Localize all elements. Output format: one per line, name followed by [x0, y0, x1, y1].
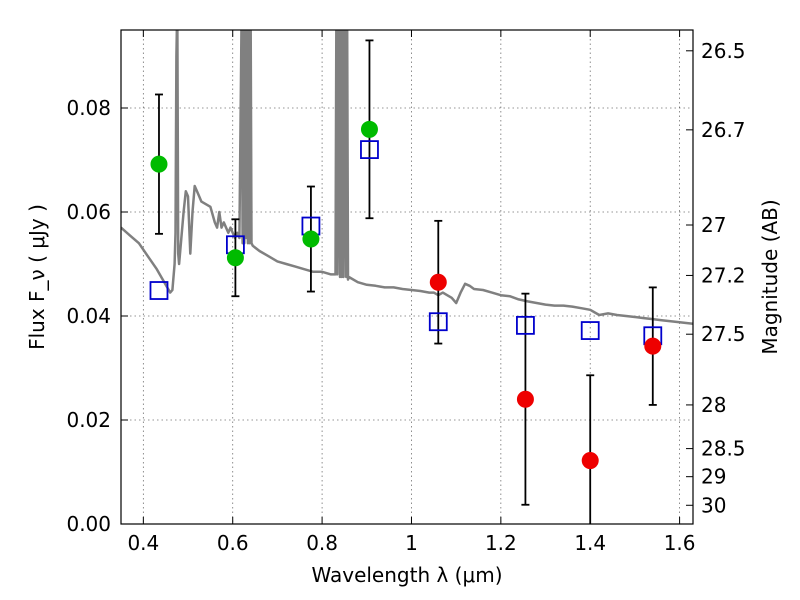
model-spectrum: [121, 30, 693, 326]
plot-frame: [120, 29, 694, 525]
right-tick-label: 27.5: [701, 322, 746, 346]
x-tick-label: 1.6: [664, 531, 696, 555]
x-tick-label: 0.8: [306, 531, 338, 555]
model-square: [360, 140, 379, 160]
x-tick-label: 1: [405, 531, 418, 555]
right-tick-label: 26.7: [701, 118, 746, 142]
model-square: [149, 281, 169, 300]
y-tick-label: 0.06: [66, 200, 111, 224]
y-tick-label: 0.08: [66, 96, 111, 120]
model-square: [516, 315, 535, 335]
right-axis-ticks: 26.5 26.7 27 27.2 27.5 28 28.5 29 30: [686, 39, 746, 517]
right-tick-label: 28: [701, 393, 726, 417]
x-tick-label: 0.4: [127, 531, 159, 555]
y-tick-label: 0.02: [66, 408, 111, 432]
x-tick-label: 1.2: [485, 531, 517, 555]
detection-point: [644, 337, 662, 355]
y-tick-label: 0.00: [66, 512, 111, 536]
detection-point: [302, 230, 320, 248]
detection-point: [226, 249, 244, 267]
x-tick-label: 1.4: [574, 531, 606, 555]
detection-point: [516, 390, 534, 408]
model-photometry-points: [149, 140, 663, 346]
spectrum-line: [121, 30, 693, 326]
detection-point: [429, 273, 447, 291]
error-bars: [154, 39, 657, 524]
y-axis-label: Flux F_ν ( μJy ): [25, 204, 49, 350]
right-tick-label: 27.2: [701, 263, 746, 287]
x-axis-ticks: 0.4 0.6 0.8 1 1.2 1.4 1.6: [127, 30, 696, 555]
grid: [121, 30, 693, 525]
y-tick-label: 0.04: [66, 304, 111, 328]
right-tick-label: 26.5: [701, 39, 746, 63]
right-tick-label: 29: [701, 465, 726, 489]
x-axis-label: Wavelength λ (μm): [311, 563, 502, 587]
detection-point: [581, 452, 599, 470]
right-tick-label: 27: [701, 213, 726, 237]
right-tick-label: 30: [701, 493, 726, 517]
detection-point: [150, 155, 168, 173]
model-square: [428, 312, 448, 332]
detection-points: [150, 120, 662, 470]
model-square: [580, 321, 600, 340]
detection-point: [360, 120, 378, 138]
right-tick-label: 28.5: [701, 437, 746, 461]
right-axis-label: Magnitude (AB): [758, 199, 782, 354]
x-tick-label: 0.6: [217, 531, 249, 555]
y-axis-ticks: 0.00 0.02 0.04 0.06 0.08: [66, 96, 128, 536]
